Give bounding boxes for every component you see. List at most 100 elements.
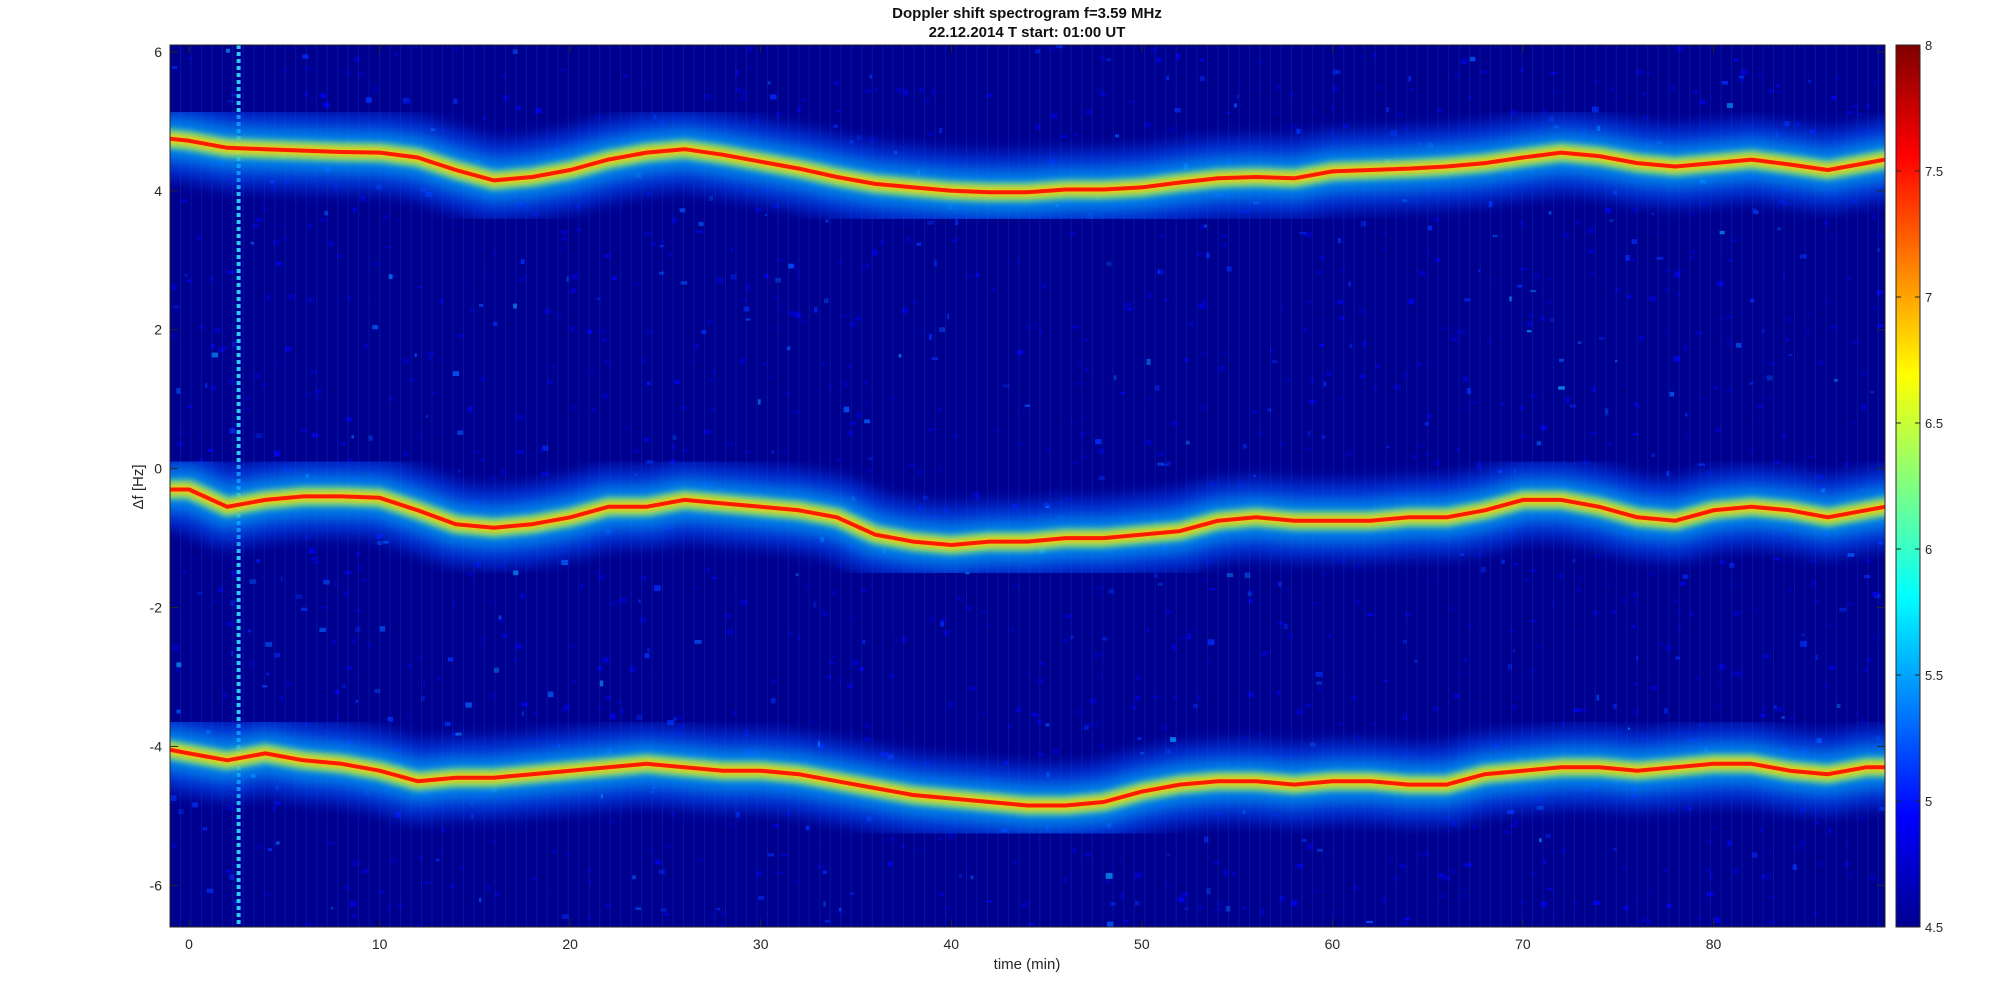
noise-speck (1077, 889, 1081, 892)
noise-speck (767, 81, 771, 85)
colorbar-ticks: 8 7.5 7 6.5 6 5.5 5 4.5 (1896, 38, 1943, 935)
noise-speck (795, 573, 799, 577)
noise-speck (1135, 872, 1142, 878)
noise-speck (1510, 110, 1518, 116)
noise-speck (1341, 213, 1345, 219)
noise-speck (1471, 107, 1475, 112)
noise-speck (781, 451, 787, 455)
series-line-1 (170, 487, 1885, 547)
noise-speck (1674, 598, 1677, 604)
noise-speck (943, 630, 950, 636)
noise-speck (196, 235, 201, 241)
noise-speck (1426, 851, 1430, 856)
noise-speck (365, 97, 372, 103)
noise-speck (1512, 704, 1517, 710)
noise-speck (1320, 255, 1325, 260)
noise-speck (775, 277, 781, 283)
x-tick-label: 0 (185, 936, 193, 952)
noise-speck (1169, 737, 1176, 742)
noise-speck (495, 892, 501, 897)
noise-speck (1123, 305, 1129, 310)
noise-speck (256, 559, 260, 563)
noise-speck (1800, 840, 1804, 846)
noise-speck (726, 442, 733, 447)
noise-speck (373, 295, 376, 298)
noise-speck (1269, 78, 1272, 83)
noise-speck (1684, 413, 1688, 417)
noise-speck (1435, 258, 1441, 262)
noise-speck (837, 261, 843, 264)
noise-speck (966, 868, 969, 871)
noise-speck (227, 378, 235, 384)
noise-speck (560, 230, 567, 235)
noise-speck (1647, 71, 1650, 75)
noise-speck (571, 274, 578, 280)
noise-speck (764, 214, 768, 216)
noise-speck (1299, 231, 1306, 235)
noise-speck (274, 801, 281, 805)
noise-speck (1017, 350, 1023, 355)
noise-speck (205, 382, 208, 389)
noise-speck (1394, 384, 1401, 390)
noise-speck (1210, 587, 1216, 591)
noise-speck (521, 711, 525, 716)
noise-speck (664, 912, 669, 916)
noise-speck (1287, 632, 1293, 639)
noise-speck (1834, 378, 1838, 382)
noise-speck (1752, 852, 1758, 858)
noise-speck (1641, 918, 1646, 923)
noise-speck (570, 288, 576, 294)
noise-speck (417, 286, 423, 289)
noise-speck (587, 329, 592, 334)
noise-speck (864, 419, 870, 424)
noise-speck (355, 626, 361, 633)
noise-speck (1844, 862, 1848, 867)
noise-speck (772, 824, 778, 828)
noise-speck (1431, 578, 1436, 581)
noise-speck (1411, 87, 1415, 91)
noise-speck (658, 869, 665, 875)
noise-speck (1315, 671, 1323, 677)
noise-speck (585, 206, 589, 209)
noise-speck (1741, 69, 1747, 76)
noise-speck (1098, 476, 1105, 481)
noise-speck (1225, 906, 1231, 912)
noise-speck (1666, 903, 1672, 908)
noise-speck (671, 444, 675, 450)
noise-speck (1655, 231, 1660, 234)
noise-speck (834, 81, 839, 85)
noise-speck (1420, 443, 1425, 448)
noise-speck (1517, 284, 1522, 288)
noise-speck (709, 196, 713, 201)
noise-speck (829, 661, 834, 664)
noise-speck (1098, 55, 1106, 61)
noise-speck (831, 655, 836, 658)
noise-speck (346, 295, 351, 301)
noise-speck (457, 430, 464, 435)
noise-speck (226, 270, 234, 274)
noise-speck (1582, 459, 1590, 465)
x-tick-label: 30 (753, 936, 769, 952)
noise-speck (211, 352, 218, 358)
noise-speck (1872, 591, 1880, 597)
noise-speck (489, 475, 495, 480)
noise-speck (1404, 613, 1412, 617)
noise-speck (1605, 412, 1608, 416)
noise-speck (493, 321, 498, 326)
noise-speck (565, 705, 569, 709)
colorbar-tick-label: 7.5 (1925, 164, 1943, 179)
noise-speck (1731, 238, 1737, 242)
noise-speck (1847, 110, 1854, 115)
noise-speck (1039, 329, 1042, 335)
noise-speck (307, 297, 314, 303)
noise-speck (1467, 96, 1472, 100)
noise-speck (1651, 213, 1654, 216)
noise-speck (354, 609, 360, 612)
noise-speck (758, 399, 761, 405)
noise-speck (758, 895, 765, 901)
noise-speck (1120, 392, 1126, 395)
noise-speck (1106, 921, 1114, 927)
noise-speck (416, 924, 421, 927)
noise-speck (273, 239, 280, 245)
noise-speck (1291, 123, 1298, 130)
